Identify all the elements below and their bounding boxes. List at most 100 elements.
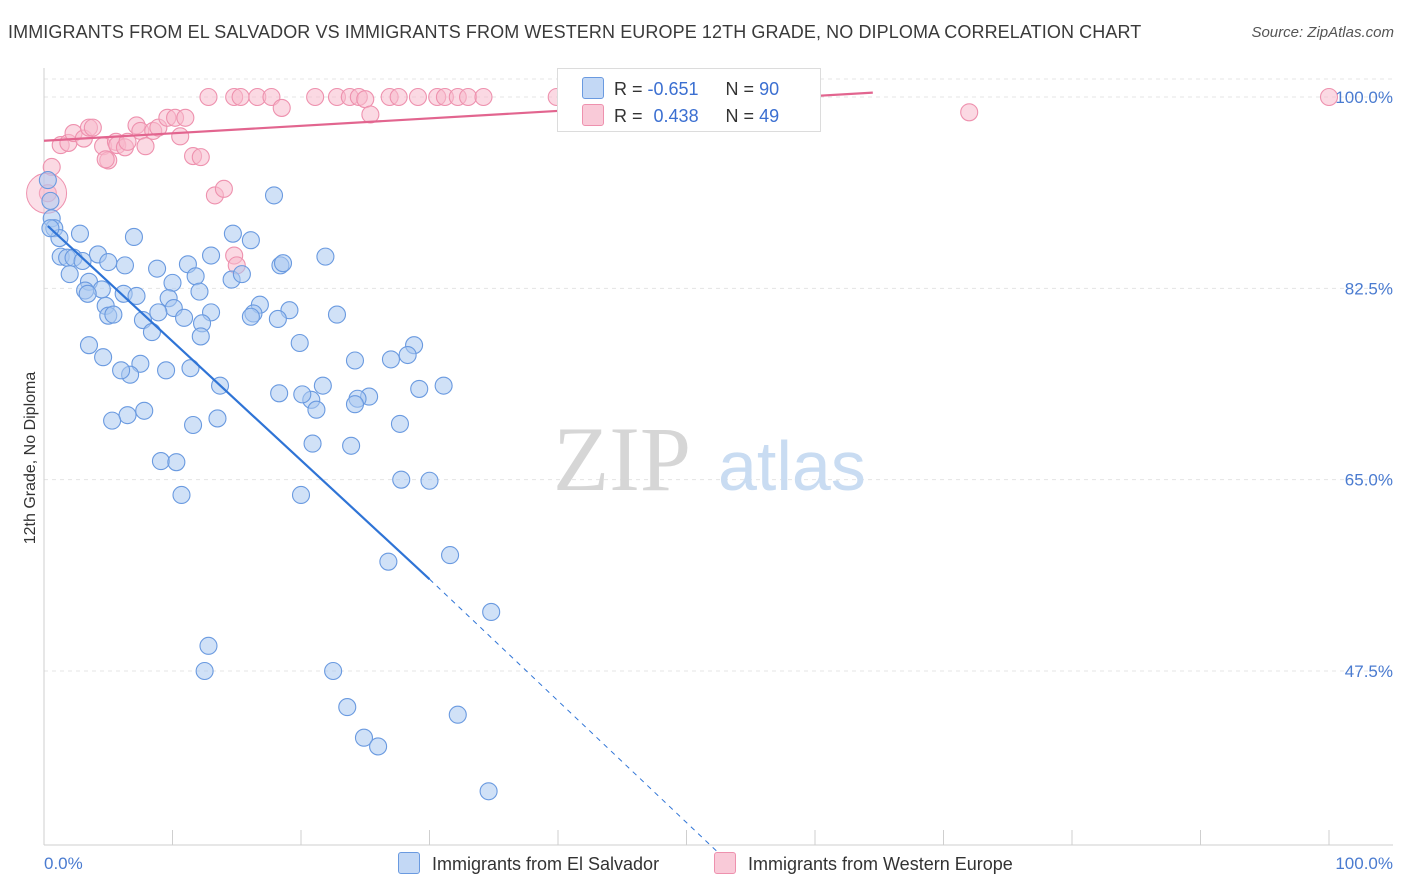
data-point-el-salvador bbox=[448, 705, 467, 724]
data-point-el-salvador bbox=[434, 376, 453, 395]
data-point-el-salvador bbox=[303, 434, 322, 453]
data-point-western-europe bbox=[1319, 87, 1339, 107]
correlation-legend: R = -0.651 N = 90 R = 0.438 N = 49 bbox=[557, 68, 821, 132]
data-point-el-salvador bbox=[38, 171, 57, 190]
data-point-western-europe bbox=[199, 87, 218, 107]
legend-swatch-blue bbox=[398, 852, 420, 874]
data-point-western-europe bbox=[191, 148, 210, 167]
data-point-el-salvador bbox=[167, 453, 186, 472]
data-point-el-salvador bbox=[142, 323, 161, 342]
data-point-el-salvador bbox=[379, 552, 398, 571]
data-point-el-salvador bbox=[482, 602, 501, 622]
legend-item-western-europe: Immigrants from Western Europe bbox=[714, 852, 1013, 875]
data-point-el-salvador bbox=[223, 224, 242, 243]
data-point-el-salvador bbox=[324, 661, 343, 681]
data-point-el-salvador bbox=[135, 401, 154, 420]
data-point-el-salvador bbox=[149, 303, 168, 322]
data-point-western-europe bbox=[136, 137, 155, 156]
data-point-el-salvador bbox=[327, 305, 347, 324]
data-point-el-salvador bbox=[104, 305, 123, 324]
data-point-el-salvador bbox=[441, 546, 460, 565]
data-point-el-salvador bbox=[124, 227, 143, 246]
data-point-el-salvador bbox=[290, 333, 309, 353]
data-point-el-salvador bbox=[392, 470, 411, 489]
data-point-western-europe bbox=[356, 90, 375, 109]
legend-swatch-blue bbox=[582, 77, 604, 99]
data-point-western-europe bbox=[83, 118, 102, 137]
y-tick-labels: 47.5% 65.0% 82.5% 100.0% bbox=[1335, 88, 1393, 681]
data-point-western-europe bbox=[960, 103, 979, 122]
data-point-el-salvador bbox=[103, 411, 122, 430]
data-point-el-salvador bbox=[398, 345, 417, 365]
data-point-el-salvador bbox=[112, 361, 131, 380]
data-point-el-salvador bbox=[118, 406, 137, 425]
data-point-el-salvador bbox=[133, 310, 152, 330]
data-point-el-salvador bbox=[345, 395, 365, 414]
data-point-el-salvador bbox=[184, 415, 203, 435]
y-axis-label: 12th Grade, No Diploma bbox=[22, 372, 39, 545]
data-point-el-salvador bbox=[175, 308, 194, 327]
data-point-el-salvador bbox=[390, 414, 409, 433]
data-point-el-salvador bbox=[338, 698, 357, 717]
data-point-western-europe bbox=[176, 108, 195, 127]
trend-line-el-salvador bbox=[47, 225, 431, 580]
data-point-el-salvador bbox=[369, 737, 388, 756]
data-point-western-europe bbox=[306, 87, 325, 107]
data-point-el-salvador bbox=[99, 253, 118, 272]
data-point-western-europe bbox=[214, 179, 233, 198]
legend-row-el-salvador: R = -0.651 N = 90 bbox=[582, 77, 779, 100]
data-point-el-salvador bbox=[264, 186, 284, 205]
data-point-el-salvador bbox=[268, 309, 287, 328]
legend-row-western-europe: R = 0.438 N = 49 bbox=[582, 104, 779, 127]
x-ticks bbox=[43, 830, 1330, 845]
legend-r-label: R = bbox=[614, 106, 643, 126]
legend-r-value: 0.438 bbox=[653, 106, 699, 126]
watermark-zip: ZIP bbox=[553, 408, 691, 510]
data-point-el-salvador bbox=[199, 636, 218, 655]
watermark: ZIP atlas bbox=[553, 408, 866, 510]
grid-lines bbox=[44, 78, 1393, 672]
chart-title: IMMIGRANTS FROM EL SALVADOR VS IMMIGRANT… bbox=[8, 22, 1142, 42]
data-point-el-salvador bbox=[73, 251, 92, 271]
data-point-el-salvador bbox=[316, 247, 335, 266]
legend-n-value: 90 bbox=[759, 79, 780, 99]
data-point-el-salvador bbox=[41, 191, 60, 210]
data-point-western-europe bbox=[408, 87, 427, 107]
data-point-el-salvador bbox=[70, 224, 90, 243]
data-point-western-europe bbox=[171, 127, 190, 146]
data-point-el-salvador bbox=[241, 307, 260, 326]
legend-item-el-salvador: Immigrants from El Salvador bbox=[398, 852, 659, 875]
data-point-el-salvador bbox=[342, 436, 361, 455]
data-point-el-salvador bbox=[479, 782, 498, 801]
data-point-el-salvador bbox=[186, 267, 205, 286]
legend-item-label: Immigrants from El Salvador bbox=[432, 854, 660, 874]
legend-item-label: Immigrants from Western Europe bbox=[748, 854, 1013, 874]
data-point-el-salvador bbox=[191, 327, 210, 346]
data-point-el-salvador bbox=[94, 348, 113, 367]
data-point-el-salvador bbox=[307, 400, 326, 419]
data-point-el-salvador bbox=[78, 284, 97, 303]
data-point-western-europe bbox=[389, 87, 408, 107]
data-point-el-salvador bbox=[195, 661, 214, 681]
data-point-el-salvador bbox=[202, 246, 221, 265]
series-el-salvador-points bbox=[38, 171, 501, 801]
legend-swatch-pink bbox=[714, 852, 736, 874]
legend-swatch-pink bbox=[582, 104, 604, 126]
data-point-el-salvador bbox=[157, 361, 176, 380]
data-point-western-europe bbox=[96, 150, 115, 169]
legend-n-label: N = bbox=[725, 79, 755, 99]
data-point-el-salvador bbox=[190, 282, 209, 301]
data-point-el-salvador bbox=[181, 359, 200, 378]
data-point-el-salvador bbox=[232, 265, 251, 284]
data-point-el-salvador bbox=[270, 384, 289, 403]
x-tick-label: 100.0% bbox=[1335, 854, 1393, 873]
watermark-atlas: atlas bbox=[718, 427, 866, 505]
data-point-el-salvador bbox=[345, 351, 365, 370]
data-point-el-salvador bbox=[115, 256, 135, 275]
x-tick-labels: 0.0% 100.0% bbox=[44, 854, 1393, 873]
data-point-el-salvador bbox=[313, 376, 332, 395]
data-point-el-salvador bbox=[208, 409, 227, 428]
trend-line-el-salvador-extension bbox=[429, 578, 726, 860]
data-point-el-salvador bbox=[354, 728, 374, 747]
